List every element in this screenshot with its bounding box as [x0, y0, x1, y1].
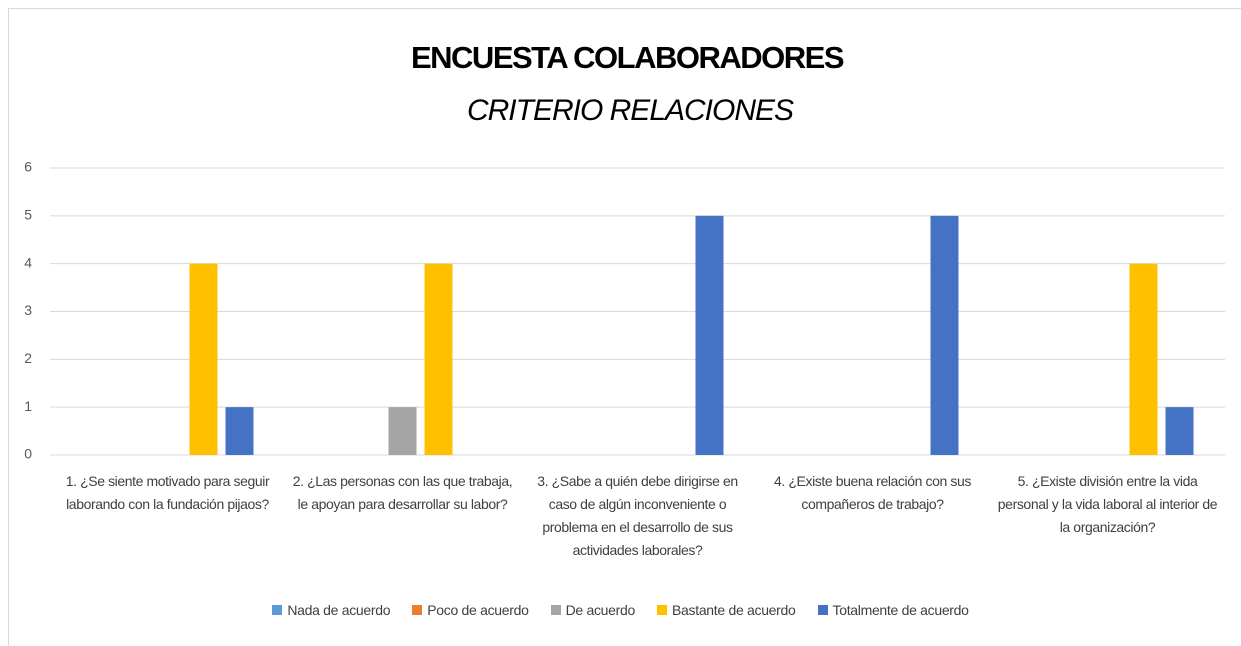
y-tick-label: 3 [24, 302, 32, 318]
legend-label: Bastante de acuerdo [672, 602, 796, 618]
legend-swatch [817, 605, 828, 615]
x-tick-label: 3. ¿Sabe a quién debe dirigirse en caso … [537, 473, 738, 558]
bar [225, 407, 254, 455]
x-tick-label: 2. ¿Las personas con las que trabaja, le… [292, 473, 513, 512]
legend: Nada de acuerdo Poco de acuerdo De acuerdo… [0, 602, 1241, 618]
frame [8, 8, 1241, 646]
legend-swatch [550, 605, 561, 615]
legend-label: Poco de acuerdo [427, 602, 529, 618]
legend-item: Poco de acuerdo [412, 602, 529, 618]
legend-swatch [412, 605, 423, 615]
y-tick-label: 5 [24, 207, 32, 223]
chart-subtitle: CRITERIO RELACIONES [467, 94, 794, 127]
x-tick-label: 1. ¿Se siente motivado para seguir labor… [65, 473, 270, 512]
legend-label: De acuerdo [565, 602, 636, 618]
y-tick-label: 4 [24, 254, 32, 270]
x-tick-label: 4. ¿Existe buena relación con sus compañ… [774, 473, 971, 512]
x-tick-label: 5. ¿Existe división entre la vida person… [997, 473, 1218, 535]
bar [1129, 263, 1158, 455]
legend-item: Bastante de acuerdo [657, 602, 796, 618]
legend-item: De acuerdo [550, 602, 636, 618]
legend-label: Totalmente de acuerdo [832, 602, 969, 618]
y-tick-label: 2 [24, 350, 32, 366]
legend-swatch [657, 605, 667, 615]
bar [189, 263, 218, 455]
bar [695, 215, 724, 455]
legend-item: Totalmente de acuerdo [817, 602, 969, 618]
bar [424, 263, 453, 455]
y-tick-label: 1 [24, 398, 32, 414]
chart-title: ENCUESTA COLABORADORES [411, 40, 844, 75]
legend-swatch [272, 605, 283, 615]
y-tick-label: 0 [24, 446, 32, 462]
legend-label: Nada de acuerdo [287, 602, 391, 618]
bar [388, 407, 417, 455]
bar [1165, 407, 1194, 455]
y-tick-label: 6 [24, 159, 32, 175]
legend-item: Nada de acuerdo [272, 602, 391, 618]
bar [930, 215, 959, 455]
